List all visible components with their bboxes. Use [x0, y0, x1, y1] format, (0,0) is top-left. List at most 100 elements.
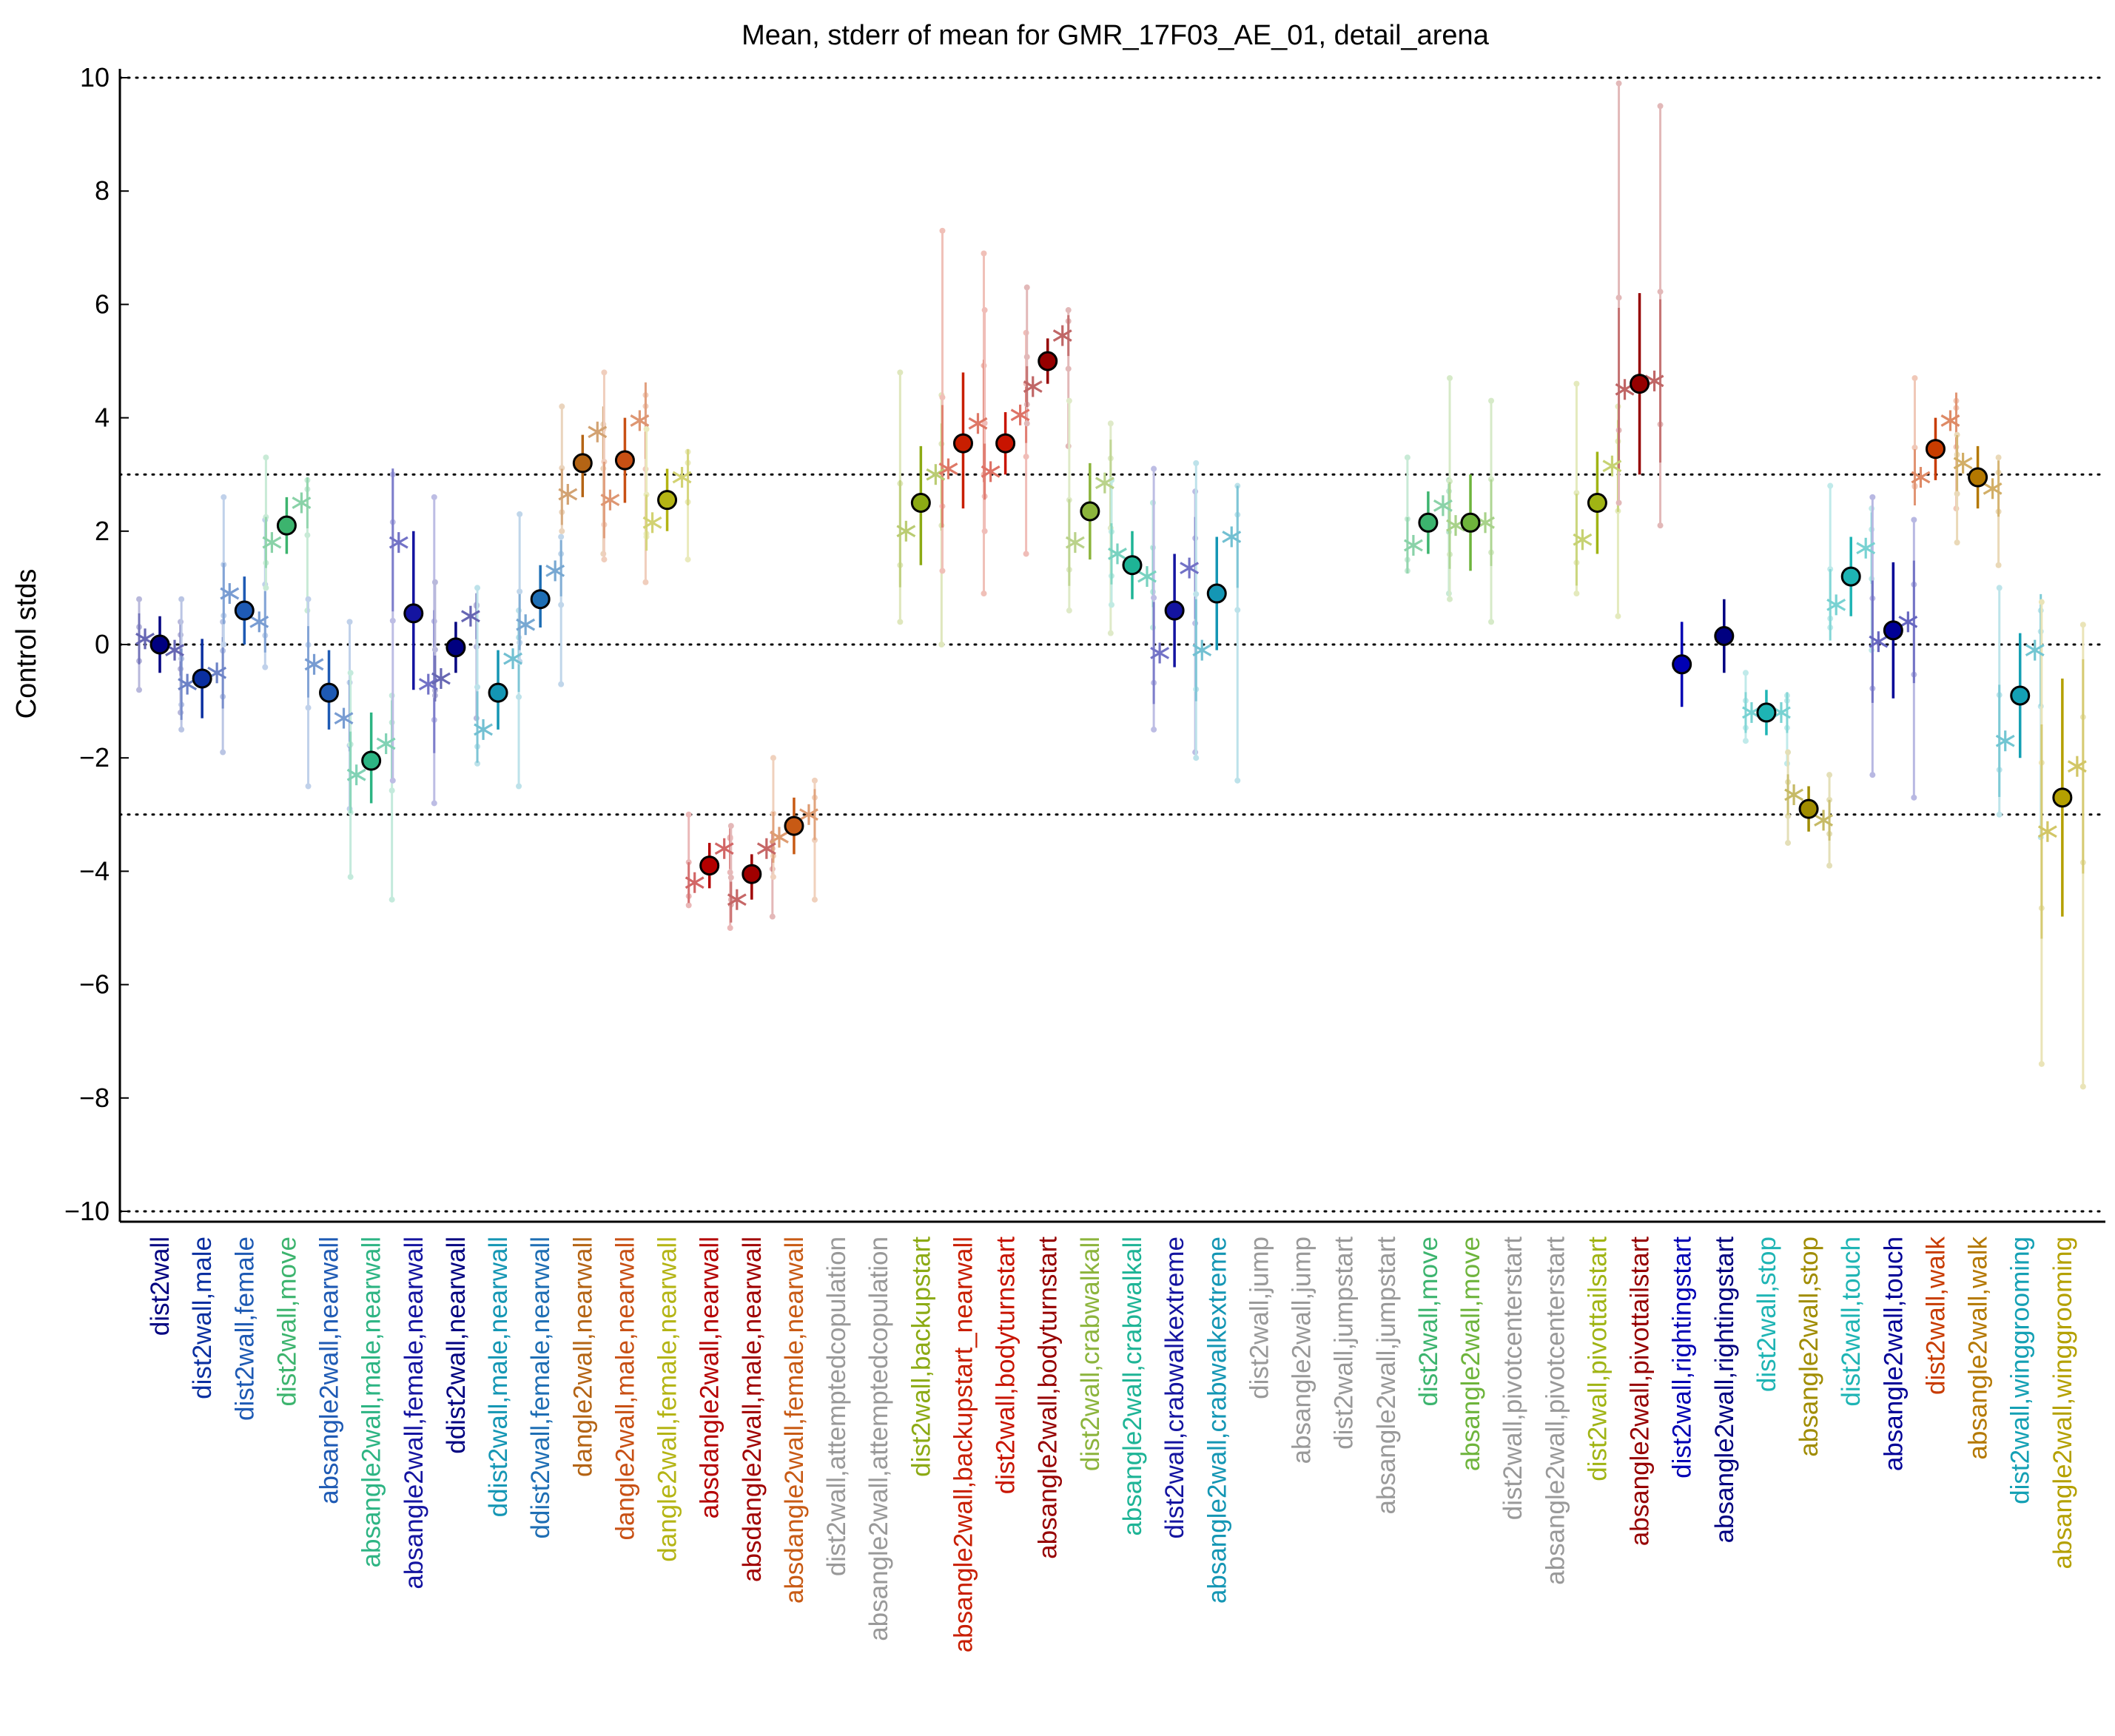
- mean-marker: [1418, 512, 1439, 533]
- extent-dot: [981, 591, 987, 597]
- extent-dot: [516, 693, 522, 700]
- x-tick-label: absdangle2wall,nearwall: [696, 1237, 724, 1518]
- sub-group-marker: [1784, 784, 1803, 805]
- extent-dot: [1657, 103, 1664, 110]
- x-tick-label: absangle2wall,attemptedcopulation: [864, 1237, 893, 1641]
- extent-dot: [1826, 772, 1833, 778]
- sub-group-markers: [135, 325, 2087, 910]
- extent-dot: [1996, 811, 2003, 818]
- x-tick-label: dist2wall,bodyturnstart: [992, 1237, 1020, 1494]
- x-tick-label: ddist2wall,nearwall: [442, 1237, 471, 1454]
- x-tick-label: absangle2wall,backupstart_nearwall: [949, 1237, 978, 1652]
- sub-group-marker: [389, 532, 408, 554]
- sub-group-marker: [503, 648, 522, 670]
- sub-group-marker: [1940, 410, 1960, 431]
- sub-group-marker: [376, 733, 396, 755]
- extent-dot: [220, 749, 226, 756]
- x-tick-label: dist2wall,jump: [1245, 1237, 1274, 1399]
- mean-marker: [445, 637, 466, 658]
- mean-marker: [742, 864, 762, 884]
- sub-group-marker: [1403, 534, 1423, 556]
- y-tick-label: −4: [79, 855, 110, 886]
- extent-dot: [1108, 602, 1114, 608]
- x-tick-labels: dist2wall dist2wall,male dist2wall,female d…: [146, 1237, 2077, 1653]
- extent-dot: [1023, 551, 1029, 557]
- extent-dot: [2079, 622, 2086, 628]
- sub-group-marker: [981, 461, 1001, 482]
- sub-group-marker: [1010, 404, 1030, 425]
- extent-dot: [1615, 295, 1622, 301]
- extent-dot: [558, 602, 565, 608]
- sub-group-marker: [600, 489, 620, 511]
- extent-dot: [938, 642, 945, 647]
- mean-marker: [2010, 685, 2031, 706]
- extent-dot: [389, 617, 396, 624]
- x-tick-label: absangle2wall,stop: [1795, 1237, 1823, 1457]
- x-tick-label: dist2wall,pivottailstart: [1583, 1237, 1612, 1481]
- extent-dot: [1107, 420, 1114, 427]
- extent-dot: [431, 800, 437, 807]
- sub-group-marker: [1856, 537, 1876, 559]
- extent-dot: [221, 494, 227, 500]
- x-tick-label: absangle2wall,winggrooming: [2048, 1237, 2077, 1569]
- sub-group-marker: [334, 707, 354, 729]
- y-axis-label: Control stds: [11, 569, 42, 719]
- extent-dot: [346, 619, 353, 625]
- extent-dot: [558, 681, 565, 687]
- sub-group-marker: [1814, 810, 1833, 831]
- x-tick-label: dist2wall,crabwalkextreme: [1160, 1237, 1189, 1538]
- sub-group-marker: [685, 872, 705, 893]
- mean-marker: [1122, 555, 1143, 576]
- extent-dot: [305, 704, 312, 711]
- sub-group-marker: [1573, 529, 1593, 551]
- sub-group-marker: [1222, 526, 1242, 548]
- sub-group-marker: [630, 410, 650, 431]
- extent-dot: [1573, 380, 1580, 387]
- extent-dot: [1488, 397, 1495, 404]
- extent-dot: [1615, 80, 1622, 87]
- extent-dot: [221, 642, 227, 647]
- sub-group-marker: [1911, 467, 1931, 488]
- extent-dot: [1657, 289, 1664, 295]
- x-tick-label: absangle2wall,crabwalkall: [1118, 1237, 1147, 1536]
- extent-dot: [1615, 613, 1621, 619]
- sub-group-marker: [938, 458, 958, 480]
- extent-dot: [1151, 465, 1157, 472]
- x-tick-label: dist2wall,move: [1414, 1237, 1443, 1407]
- sub-group-marker: [714, 838, 734, 859]
- extent-dot: [1911, 444, 1918, 451]
- y-tick-label: 2: [95, 516, 110, 546]
- sub-group-marker: [1052, 325, 1072, 346]
- extent-dot: [1785, 813, 1792, 819]
- sub-group-marker: [926, 464, 946, 485]
- y-tick-label: 10: [80, 62, 110, 92]
- mean-marker: [1840, 566, 1861, 587]
- extent-dot: [1234, 607, 1241, 613]
- extent-dot: [1657, 522, 1664, 529]
- x-tick-label: dist2wall,crabwalkall: [1076, 1237, 1105, 1471]
- y-tick-label: −10: [64, 1196, 110, 1226]
- mean-marker: [149, 634, 170, 655]
- extent-dot: [178, 596, 185, 602]
- extent-dot: [939, 568, 946, 574]
- mean-marker: [1460, 512, 1481, 533]
- extent-dot: [1023, 354, 1030, 360]
- extent-dot: [389, 787, 395, 794]
- y-ticks: −10 −8 −6 −4 −2 0 2 4 6 8 10: [64, 62, 129, 1226]
- extent-dot: [1826, 862, 1833, 869]
- extent-dot: [2079, 1083, 2086, 1090]
- mean-marker: [276, 515, 297, 536]
- x-tick-label: ddist2wall,female,nearwall: [526, 1237, 555, 1539]
- mean-marker: [1206, 583, 1227, 604]
- extent-dot: [811, 777, 818, 784]
- mean-marker: [614, 450, 635, 471]
- chart-title: Mean, stderr of mean for GMR_17F03_AE_01…: [742, 20, 1490, 51]
- x-tick-label: absangle2wall,walk: [1964, 1237, 1993, 1460]
- sub-group-marker: [799, 804, 818, 825]
- x-tick-label: dangle2wall,nearwall: [568, 1237, 597, 1477]
- x-tick-label: absangle2wall,pivottailstart: [1626, 1237, 1655, 1547]
- x-tick-label: dist2wall,walk: [1921, 1237, 1950, 1395]
- x-tick-label: dist2wall,touch: [1837, 1237, 1866, 1407]
- extent-dot: [1573, 490, 1580, 497]
- sub-group-marker: [1602, 455, 1622, 477]
